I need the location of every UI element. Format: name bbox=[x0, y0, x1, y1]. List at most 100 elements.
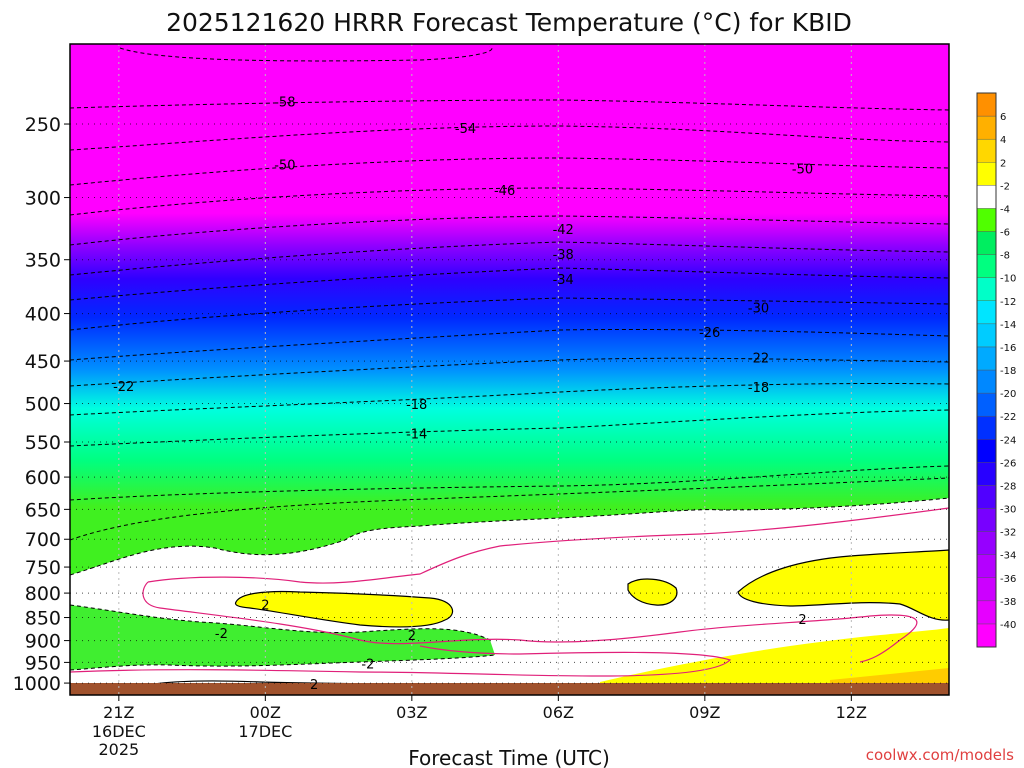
colorbar-swatch bbox=[976, 208, 997, 232]
colorbar-swatch bbox=[976, 323, 997, 348]
colorbar-swatch bbox=[976, 392, 997, 417]
contour-label: -18 bbox=[406, 398, 427, 413]
colorbar-label: -30 bbox=[1000, 505, 1016, 516]
contour-label: -50 bbox=[274, 158, 295, 173]
y-axis: 2503003504004505005506006507007508008509… bbox=[13, 114, 70, 695]
colorbar: -40-38-36-34-32-30-28-26-24-22-20-18-16-… bbox=[976, 92, 1016, 648]
colorbar-label: -22 bbox=[1000, 412, 1016, 423]
plot-frame bbox=[69, 43, 950, 696]
contour-label: -30 bbox=[748, 301, 769, 316]
x-tick-label: 06Z bbox=[543, 703, 574, 722]
colorbar-label: 4 bbox=[1000, 135, 1006, 146]
y-tick-label: 450 bbox=[25, 351, 61, 373]
x-tick-date: 17DEC bbox=[238, 722, 292, 741]
colorbar-label: 2 bbox=[1000, 158, 1006, 169]
y-tick-label: 900 bbox=[25, 631, 61, 653]
chart-title: 2025121620 HRRR Forecast Temperature (°C… bbox=[166, 8, 852, 37]
y-tick-label: 500 bbox=[25, 394, 61, 416]
colorbar-label: -38 bbox=[1000, 597, 1016, 608]
colorbar-label: -28 bbox=[1000, 481, 1016, 492]
contour-label: -2 bbox=[361, 658, 374, 673]
colorbar-label: -14 bbox=[1000, 320, 1016, 331]
contour-label: -42 bbox=[553, 223, 574, 238]
colorbar-swatch bbox=[976, 462, 997, 486]
x-tick-label: 21Z bbox=[103, 703, 134, 722]
colorbar-label: -8 bbox=[1000, 251, 1010, 262]
y-tick-label: 550 bbox=[25, 432, 61, 454]
colorbar-label: -10 bbox=[1000, 274, 1016, 285]
colorbar-label: -26 bbox=[1000, 458, 1016, 469]
colorbar-swatch bbox=[976, 231, 997, 255]
colorbar-swatch bbox=[976, 138, 997, 163]
colorbar-swatch bbox=[976, 577, 997, 602]
contour-label: 2 bbox=[310, 678, 318, 693]
time-gridlines bbox=[118, 44, 852, 695]
colorbar-swatch bbox=[976, 346, 997, 371]
y-tick-label: 1000 bbox=[13, 673, 61, 695]
y-tick-label: 600 bbox=[25, 467, 61, 489]
pressure-gridlines bbox=[70, 123, 949, 684]
colorbar-label: -18 bbox=[1000, 366, 1016, 377]
colorbar-label: -6 bbox=[1000, 228, 1010, 239]
contour-label: -50 bbox=[792, 163, 813, 178]
colorbar-label: -20 bbox=[1000, 389, 1016, 400]
contour-label: -38 bbox=[553, 248, 574, 263]
terrain-band bbox=[70, 683, 949, 695]
contour-label: -34 bbox=[553, 273, 574, 288]
contour-label: -54 bbox=[455, 122, 476, 137]
contour-label: -46 bbox=[494, 184, 515, 199]
x-tick-label: 09Z bbox=[689, 703, 720, 722]
colorbar-swatch bbox=[976, 300, 997, 325]
colorbar-swatch bbox=[976, 92, 997, 117]
x-tick-label: 03Z bbox=[396, 703, 427, 722]
contour-labels: -58-54-50 -50-46-42-38-34-30-26-22-22 -18-… bbox=[113, 95, 813, 693]
colorbar-swatch bbox=[976, 415, 997, 440]
contour-label: -18 bbox=[748, 381, 769, 396]
contour-label: -26 bbox=[699, 326, 720, 341]
contour-label: -22 bbox=[113, 380, 134, 395]
x-tick-label: 00Z bbox=[250, 703, 281, 722]
colorbar-swatch bbox=[976, 439, 997, 463]
x-tick-date: 16DEC bbox=[92, 722, 146, 741]
plot-area: -58-54-50 -50-46-42-38-34-30-26-22-22 -18-… bbox=[70, 44, 949, 695]
colorbar-swatch bbox=[976, 369, 997, 394]
colorbar-swatch bbox=[976, 162, 997, 186]
y-tick-label: 850 bbox=[25, 608, 61, 630]
y-tick-label: 950 bbox=[25, 652, 61, 674]
colorbar-label: -12 bbox=[1000, 297, 1016, 308]
colorbar-swatch bbox=[976, 554, 997, 578]
colorbar-swatch bbox=[976, 600, 997, 625]
contour-label: -2 bbox=[215, 627, 228, 642]
colorbar-label: -32 bbox=[1000, 528, 1016, 539]
contour-label: -22 bbox=[748, 351, 769, 366]
contour-label: -14 bbox=[406, 428, 427, 443]
lower-cold-layer bbox=[70, 605, 495, 670]
y-tick-label: 700 bbox=[25, 529, 61, 551]
colorbar-label: -24 bbox=[1000, 435, 1016, 446]
y-tick-label: 250 bbox=[25, 114, 61, 136]
y-tick-label: 750 bbox=[25, 557, 61, 579]
colorbar-swatch bbox=[976, 485, 997, 509]
colorbar-swatch bbox=[976, 115, 997, 140]
colorbar-swatch bbox=[976, 531, 997, 555]
colorbar-label: -16 bbox=[1000, 343, 1016, 354]
y-tick-label: 350 bbox=[25, 250, 61, 272]
colorbar-label: -4 bbox=[1000, 204, 1010, 215]
contour-label: -58 bbox=[274, 95, 295, 110]
colorbar-frame bbox=[976, 92, 997, 648]
dashed-contours bbox=[70, 45, 949, 671]
warm-pocket-2 bbox=[627, 578, 678, 606]
colorbar-swatch bbox=[976, 623, 997, 648]
colorbar-label: -34 bbox=[1000, 551, 1016, 562]
y-tick-label: 650 bbox=[25, 499, 61, 521]
colorbar-label: -2 bbox=[1000, 181, 1010, 192]
freezing-lines bbox=[70, 507, 949, 677]
x-tick-year: 2025 bbox=[98, 740, 139, 759]
y-tick-label: 300 bbox=[25, 188, 61, 210]
contour-label: 2 bbox=[798, 613, 806, 628]
y-tick-label: 800 bbox=[25, 583, 61, 605]
colorbar-label: -36 bbox=[1000, 574, 1016, 585]
colorbar-label: 6 bbox=[1000, 112, 1006, 123]
colorbar-swatch bbox=[976, 277, 997, 301]
